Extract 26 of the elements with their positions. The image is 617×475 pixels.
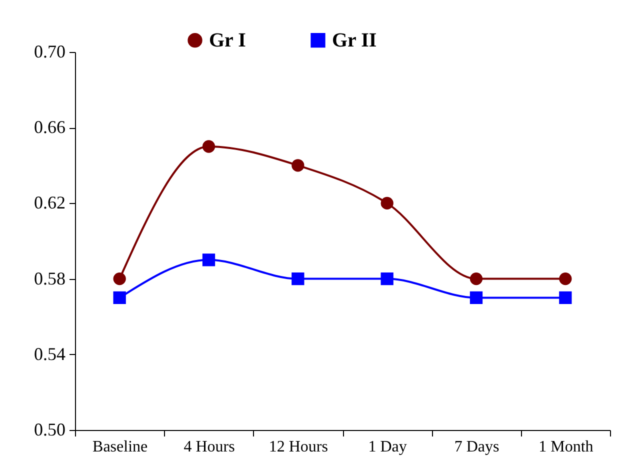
y-tick-label: 0.70: [34, 42, 66, 62]
point: [559, 272, 572, 286]
legend-label: Gr II: [332, 29, 377, 52]
y-tick-label: 0.54: [34, 344, 66, 364]
point: [380, 272, 394, 286]
point: [292, 159, 304, 172]
point: [380, 196, 394, 210]
y-tick-label: 0.58: [34, 268, 66, 288]
point: [113, 272, 126, 286]
point: [113, 291, 126, 304]
point: [470, 291, 483, 304]
x-tick-label: 12 Hours: [268, 438, 328, 456]
y-tick-label: 0.50: [34, 420, 66, 440]
y-tick-label: 0.62: [34, 192, 66, 213]
x-tick-label: 4 Hours: [184, 438, 235, 456]
point: [202, 254, 216, 266]
point: [470, 272, 483, 286]
x-tick-label: 7 Days: [454, 438, 500, 456]
x-tick-label: 1 Day: [368, 438, 407, 456]
point: [202, 140, 216, 153]
x-tick-label: 1 Month: [538, 438, 594, 456]
y-tick-label: 0.66: [34, 117, 66, 138]
point: [559, 291, 572, 304]
legend-label: Gr I: [209, 29, 246, 52]
x-tick-label: Baseline: [92, 438, 148, 456]
point: [292, 272, 304, 286]
